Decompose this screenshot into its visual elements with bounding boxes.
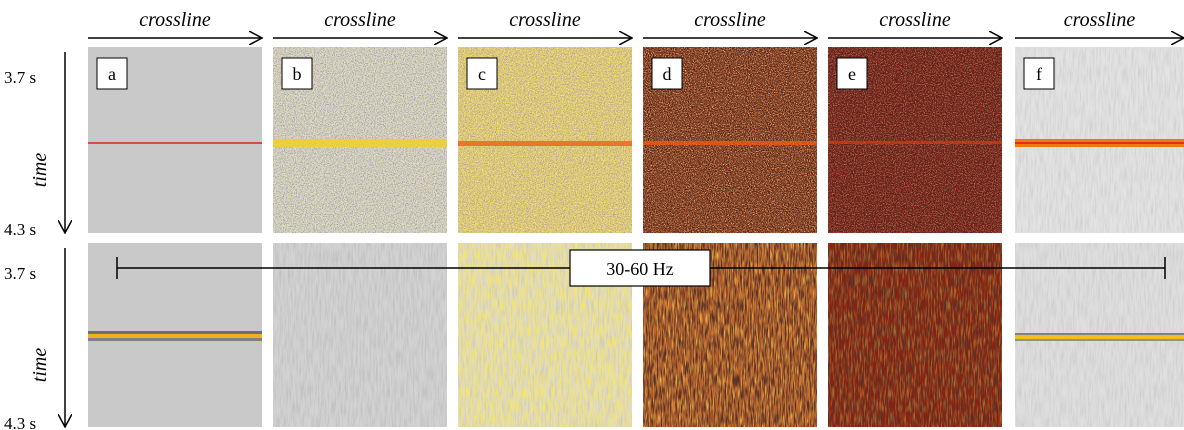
panel-label: d [663, 64, 672, 84]
time-axis-label: time [29, 348, 51, 383]
panel-bottom-f [1015, 243, 1184, 427]
column-header: crossline [509, 9, 581, 31]
column-header: crossline [879, 9, 951, 31]
panel-bottom-b [273, 243, 447, 427]
column-header: crossline [1064, 9, 1136, 31]
panel-bottom-e [828, 243, 1002, 427]
panel-bottom-a [88, 243, 262, 427]
column-header: crossline [694, 9, 766, 31]
time-top: 3.7 s [4, 264, 36, 283]
panel-label: c [478, 64, 486, 84]
time-top: 3.7 s [4, 68, 36, 87]
panel-label: a [108, 64, 116, 84]
column-header: crossline [324, 9, 396, 31]
figure: 30-60 Hz crossline crossline crossline cros… [0, 0, 1184, 430]
band-label: 30-60 Hz [606, 259, 673, 279]
panel-label: b [293, 64, 302, 84]
time-axis-label: time [29, 153, 51, 188]
panel-label: f [1036, 64, 1042, 84]
panel-label: e [848, 64, 856, 84]
column-header: crossline [139, 9, 211, 31]
time-bottom: 4.3 s [4, 414, 36, 430]
time-bottom: 4.3 s [4, 220, 36, 239]
